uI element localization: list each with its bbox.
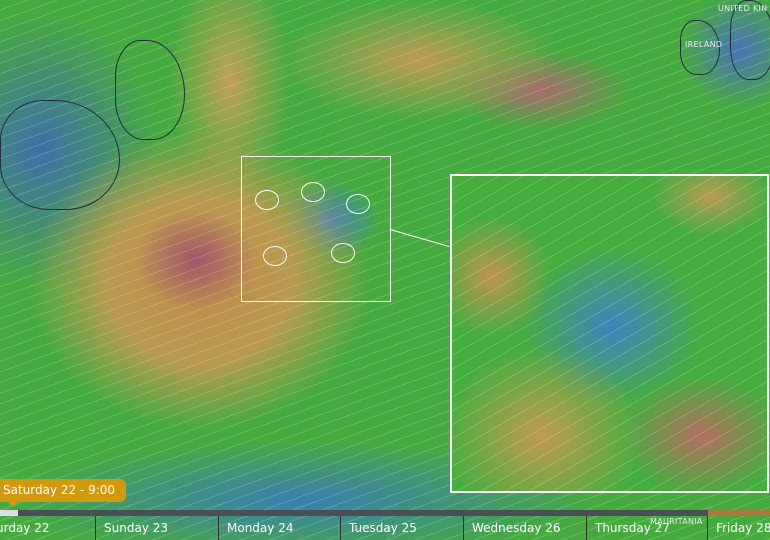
vortex-marker — [301, 182, 325, 202]
day-friday[interactable]: Friday 28 — [707, 516, 770, 540]
uk-coastline — [730, 0, 770, 80]
zoom-selection-box[interactable] — [241, 156, 391, 302]
newfoundland-coastline — [115, 40, 185, 140]
vortex-marker — [263, 246, 287, 266]
day-thursday[interactable]: Thursday 27 — [586, 516, 670, 540]
day-monday[interactable]: Monday 24 — [218, 516, 293, 540]
timeline-forecast-end — [708, 510, 770, 516]
vortex-marker — [346, 194, 370, 214]
day-tuesday[interactable]: Tuesday 25 — [340, 516, 417, 540]
day-saturday[interactable]: urday 22 — [0, 521, 50, 535]
ireland-coastline — [680, 20, 720, 75]
timeline-bar[interactable] — [0, 510, 770, 516]
uk-label: UNITED KIN — [718, 4, 768, 13]
ireland-label: IRELAND — [685, 40, 723, 49]
zoomed-inset-map — [450, 174, 769, 493]
vortex-marker — [331, 243, 355, 263]
mauritania-label: MAURITANIA — [650, 517, 703, 526]
day-wednesday[interactable]: Wednesday 26 — [463, 516, 561, 540]
vortex-marker — [255, 190, 279, 210]
timeline-days: urday 22 Sunday 23 Monday 24 Tuesday 25 … — [0, 516, 770, 540]
current-time-badge: Saturday 22 - 9:00 — [0, 479, 127, 507]
day-sunday[interactable]: Sunday 23 — [95, 516, 168, 540]
north-america-coastline — [0, 100, 120, 210]
timeline-progress[interactable] — [0, 510, 18, 516]
